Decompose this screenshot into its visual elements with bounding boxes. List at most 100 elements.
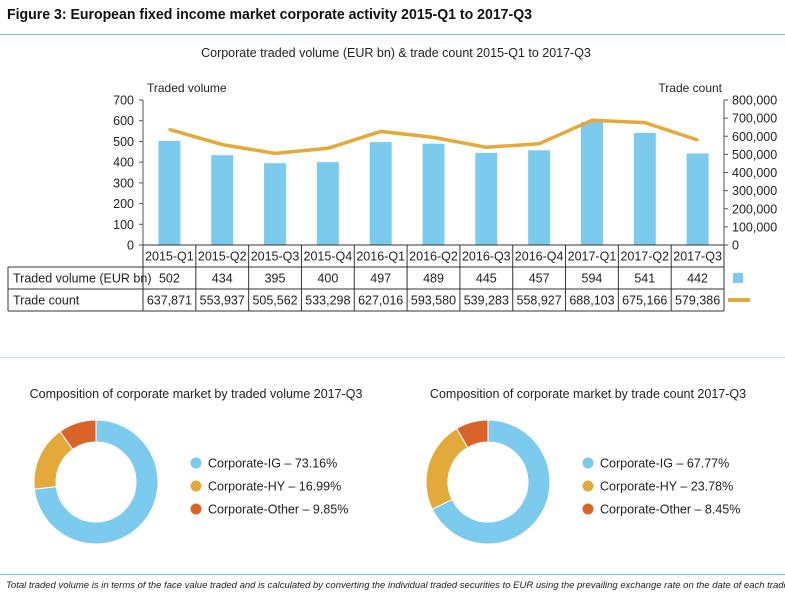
trade-count-point-2016-Q4 bbox=[537, 142, 541, 145]
count-value: 579,386 bbox=[675, 294, 720, 308]
pie-chart-count: Composition of corporate market by trade… bbox=[425, 387, 746, 545]
section-divider bbox=[0, 357, 785, 358]
category-label: 2015-Q3 bbox=[251, 250, 300, 264]
slice-Corporate-IG bbox=[431, 419, 551, 545]
footnote: Total traded volume is in terms of the f… bbox=[6, 580, 785, 591]
legend-label: Corporate-IG – 73.16% bbox=[208, 457, 337, 471]
legend-label: Corporate-Other – 9.85% bbox=[208, 503, 348, 517]
trade-count-point-2017-Q3 bbox=[696, 138, 699, 142]
left-tick-label: 100 bbox=[113, 218, 134, 232]
bar-2015-Q4 bbox=[316, 162, 339, 245]
right-axis: 800,000 700,000 600,000 500,000 400,000 300,0… bbox=[723, 94, 777, 253]
count-value: 505,562 bbox=[252, 294, 297, 308]
left-axis: 700 600 500 400 300 200 100 0 bbox=[113, 94, 144, 253]
trade-count-point-2017-Q2 bbox=[643, 121, 646, 124]
trade-count-point-2016-Q2 bbox=[432, 136, 435, 139]
count-value: 688,103 bbox=[569, 294, 614, 308]
pie-chart-volume: Composition of corporate market by trade… bbox=[30, 387, 363, 545]
right-tick-label: 100,000 bbox=[732, 220, 777, 234]
volume-value: 442 bbox=[687, 272, 708, 286]
legend-dot-Corporate-IG bbox=[190, 457, 202, 469]
legend-label: Corporate-Other – 8.45% bbox=[600, 503, 740, 517]
count-value: 637,871 bbox=[147, 294, 192, 308]
left-tick-label: 200 bbox=[113, 197, 134, 211]
count-value: 627,016 bbox=[358, 294, 403, 308]
legend-dot-Corporate-IG bbox=[582, 457, 594, 469]
line-series bbox=[168, 118, 699, 156]
left-tick-label: 700 bbox=[113, 94, 134, 108]
combo-chart: Corporate traded volume (EUR bn) & trade… bbox=[7, 46, 777, 312]
right-tick-label: 800,000 bbox=[732, 94, 777, 108]
category-label: 2016-Q2 bbox=[409, 250, 458, 264]
bar-2015-Q3 bbox=[264, 163, 287, 245]
row-label-count: Trade count bbox=[13, 294, 80, 308]
right-tick-label: 400,000 bbox=[732, 166, 777, 180]
pie-title: Composition of corporate market by trade… bbox=[30, 387, 363, 401]
count-value: 553,937 bbox=[200, 294, 245, 308]
category-label: 2017-Q1 bbox=[568, 250, 617, 264]
trade-count-point-2015-Q2 bbox=[221, 143, 224, 146]
bar-2017-Q1 bbox=[580, 121, 603, 245]
volume-value: 457 bbox=[529, 272, 550, 286]
volume-value: 594 bbox=[582, 272, 603, 286]
slice-Corporate-HY bbox=[425, 427, 469, 510]
right-tick-label: 500,000 bbox=[732, 148, 777, 162]
bar-series bbox=[158, 121, 709, 245]
category-label: 2015-Q1 bbox=[145, 250, 194, 264]
category-label: 2016-Q4 bbox=[515, 250, 564, 264]
trade-count-point-2016-Q3 bbox=[485, 146, 488, 149]
bar-2017-Q2 bbox=[633, 132, 656, 245]
volume-value: 502 bbox=[159, 272, 180, 286]
volume-value: 400 bbox=[317, 272, 338, 286]
figure-title: Figure 3: European fixed income market c… bbox=[7, 6, 533, 23]
bar-2016-Q4 bbox=[528, 150, 551, 245]
title-divider bbox=[0, 34, 785, 35]
legend-dot-Corporate-Other bbox=[190, 503, 202, 515]
data-table: 2015-Q1 2015-Q2 2015-Q3 2015-Q4 2016-Q1 2016-… bbox=[7, 244, 750, 312]
category-label: 2016-Q1 bbox=[356, 250, 405, 264]
chart-title: Corporate traded volume (EUR bn) & trade… bbox=[201, 46, 591, 60]
legend-bar-swatch bbox=[733, 273, 743, 283]
bar-2016-Q1 bbox=[369, 142, 392, 245]
legend-label: Corporate-IG – 67.77% bbox=[600, 457, 729, 471]
count-value: 558,927 bbox=[517, 294, 562, 308]
trade-count-point-2017-Q1 bbox=[590, 119, 594, 122]
legend-dot-Corporate-HY bbox=[582, 480, 594, 492]
volume-value: 489 bbox=[423, 272, 444, 286]
right-tick-label: 700,000 bbox=[732, 112, 777, 126]
left-tick-label: 600 bbox=[113, 114, 134, 128]
left-tick-label: 0 bbox=[127, 239, 134, 253]
bar-2016-Q2 bbox=[422, 143, 445, 245]
legend-dot-Corporate-Other bbox=[582, 503, 594, 515]
category-label: 2015-Q4 bbox=[304, 250, 353, 264]
trade-count-point-2015-Q3 bbox=[273, 152, 277, 155]
legend-label: Corporate-HY – 23.78% bbox=[600, 480, 733, 494]
volume-value: 395 bbox=[265, 272, 286, 286]
volume-value: 497 bbox=[370, 272, 391, 286]
bar-2015-Q2 bbox=[211, 155, 234, 245]
category-label: 2015-Q2 bbox=[198, 250, 247, 264]
right-tick-label: 600,000 bbox=[732, 130, 777, 144]
right-tick-label: 200,000 bbox=[732, 202, 777, 216]
slice-Corporate-Other bbox=[59, 419, 97, 451]
row-label-volume: Traded volume (EUR bn) bbox=[13, 272, 151, 286]
count-value: 593,580 bbox=[411, 294, 456, 308]
left-axis-label: Traded volume bbox=[147, 81, 227, 95]
legend-label: Corporate-HY – 16.99% bbox=[208, 480, 341, 494]
trade-count-point-2015-Q4 bbox=[326, 147, 330, 150]
volume-value: 541 bbox=[634, 272, 655, 286]
volume-value: 434 bbox=[212, 272, 233, 286]
right-axis-label: Trade count bbox=[658, 81, 722, 95]
category-label: 2017-Q2 bbox=[620, 250, 669, 264]
count-value: 675,166 bbox=[622, 294, 667, 308]
legend-dot-Corporate-HY bbox=[190, 480, 202, 492]
footnote-divider bbox=[0, 574, 785, 575]
category-label: 2017-Q3 bbox=[673, 250, 722, 264]
slice-Corporate-Other bbox=[455, 419, 489, 449]
trade-count-point-2016-Q1 bbox=[379, 130, 382, 133]
category-label: 2016-Q3 bbox=[462, 250, 511, 264]
trade-count-point-2015-Q1 bbox=[168, 128, 171, 131]
pie-title: Composition of corporate market by trade… bbox=[430, 387, 746, 401]
bar-2015-Q1 bbox=[158, 141, 181, 245]
slice-Corporate-IG bbox=[33, 419, 159, 545]
